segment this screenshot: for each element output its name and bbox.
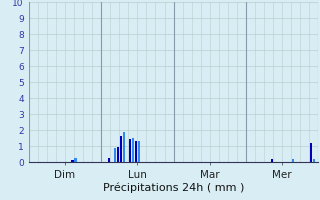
Bar [129,139,131,162]
Bar [132,138,134,162]
Bar [310,143,312,162]
Bar [75,158,77,162]
Bar [135,141,137,162]
Bar [114,148,116,162]
Bar [108,158,110,162]
Bar [270,159,273,162]
Bar [71,160,74,162]
X-axis label: Précipitations 24h ( mm ): Précipitations 24h ( mm ) [103,182,244,193]
Bar [292,159,294,162]
Bar [117,147,119,162]
Bar [313,159,315,162]
Bar [138,141,140,162]
Bar [123,132,125,162]
Bar [120,136,122,162]
